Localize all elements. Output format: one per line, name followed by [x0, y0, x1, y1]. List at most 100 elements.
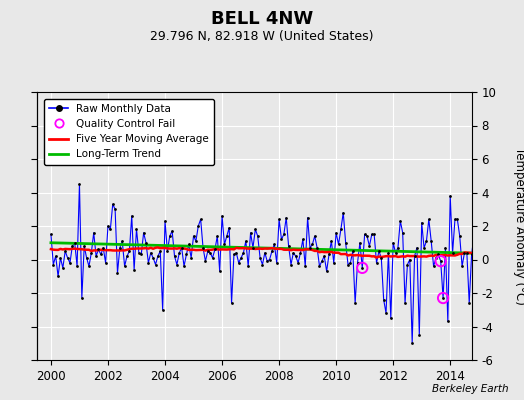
- Point: [90, 230, 98, 236]
- Point: [54, 273, 62, 280]
- Point: [306, 244, 314, 251]
- Point: [204, 248, 212, 254]
- Point: [68, 243, 77, 249]
- Point: [439, 295, 447, 301]
- Point: [508, 238, 516, 244]
- Point: [242, 238, 250, 244]
- Point: [389, 240, 397, 246]
- Point: [156, 248, 165, 254]
- Point: [142, 240, 150, 246]
- Point: [147, 250, 155, 256]
- Point: [470, 233, 478, 239]
- Point: [484, 233, 493, 239]
- Point: [330, 260, 338, 266]
- Point: [249, 244, 257, 251]
- Point: [192, 238, 200, 244]
- Point: [196, 216, 205, 222]
- Point: [299, 236, 307, 242]
- Point: [78, 295, 86, 301]
- Point: [87, 250, 95, 256]
- Point: [51, 253, 60, 259]
- Point: [320, 253, 329, 259]
- Point: [92, 253, 100, 259]
- Point: [85, 263, 93, 270]
- Point: [213, 233, 222, 239]
- Point: [311, 233, 319, 239]
- Point: [132, 226, 140, 232]
- Point: [275, 216, 283, 222]
- Point: [139, 230, 148, 236]
- Point: [239, 250, 248, 256]
- Point: [270, 241, 279, 248]
- Point: [121, 263, 129, 270]
- Point: [498, 244, 507, 251]
- Point: [394, 244, 402, 251]
- Point: [384, 250, 392, 256]
- Point: [422, 238, 431, 244]
- Point: [235, 260, 243, 266]
- Point: [223, 233, 231, 239]
- Point: [220, 241, 228, 248]
- Point: [258, 261, 267, 268]
- Point: [137, 251, 146, 258]
- Point: [182, 251, 191, 258]
- Point: [71, 240, 79, 246]
- Point: [66, 260, 74, 266]
- Point: [356, 240, 364, 246]
- Point: [291, 253, 300, 259]
- Point: [436, 258, 445, 264]
- Point: [351, 300, 359, 306]
- Point: [144, 260, 152, 266]
- Point: [308, 241, 316, 248]
- Point: [59, 265, 67, 271]
- Point: [211, 246, 219, 253]
- Text: Berkeley Earth: Berkeley Earth: [432, 384, 508, 394]
- Point: [444, 318, 452, 325]
- Point: [358, 265, 366, 271]
- Point: [486, 250, 495, 256]
- Point: [116, 244, 124, 251]
- Point: [482, 224, 490, 231]
- Point: [377, 255, 386, 261]
- Point: [111, 206, 119, 212]
- Point: [451, 216, 459, 222]
- Point: [289, 250, 298, 256]
- Point: [170, 253, 179, 259]
- Point: [99, 244, 107, 251]
- Point: [432, 255, 440, 261]
- Point: [334, 241, 343, 248]
- Point: [472, 260, 481, 266]
- Point: [158, 306, 167, 313]
- Point: [322, 268, 331, 274]
- Point: [512, 233, 521, 239]
- Point: [398, 230, 407, 236]
- Point: [408, 340, 417, 346]
- Point: [56, 255, 64, 261]
- Point: [420, 244, 428, 251]
- Point: [254, 233, 262, 239]
- Text: BELL 4NW: BELL 4NW: [211, 10, 313, 28]
- Point: [225, 224, 233, 231]
- Point: [61, 248, 69, 254]
- Point: [375, 248, 383, 254]
- Point: [232, 250, 241, 256]
- Point: [365, 243, 374, 249]
- Point: [337, 226, 345, 232]
- Point: [522, 258, 524, 264]
- Point: [206, 250, 214, 256]
- Point: [123, 253, 131, 259]
- Point: [387, 315, 395, 321]
- Point: [510, 228, 519, 234]
- Point: [194, 223, 202, 229]
- Point: [218, 213, 226, 219]
- Point: [455, 233, 464, 239]
- Point: [496, 255, 504, 261]
- Point: [251, 226, 259, 232]
- Point: [332, 230, 340, 236]
- Point: [63, 255, 72, 261]
- Point: [237, 255, 245, 261]
- Point: [268, 248, 276, 254]
- Point: [102, 260, 110, 266]
- Point: [506, 255, 514, 261]
- Point: [246, 230, 255, 236]
